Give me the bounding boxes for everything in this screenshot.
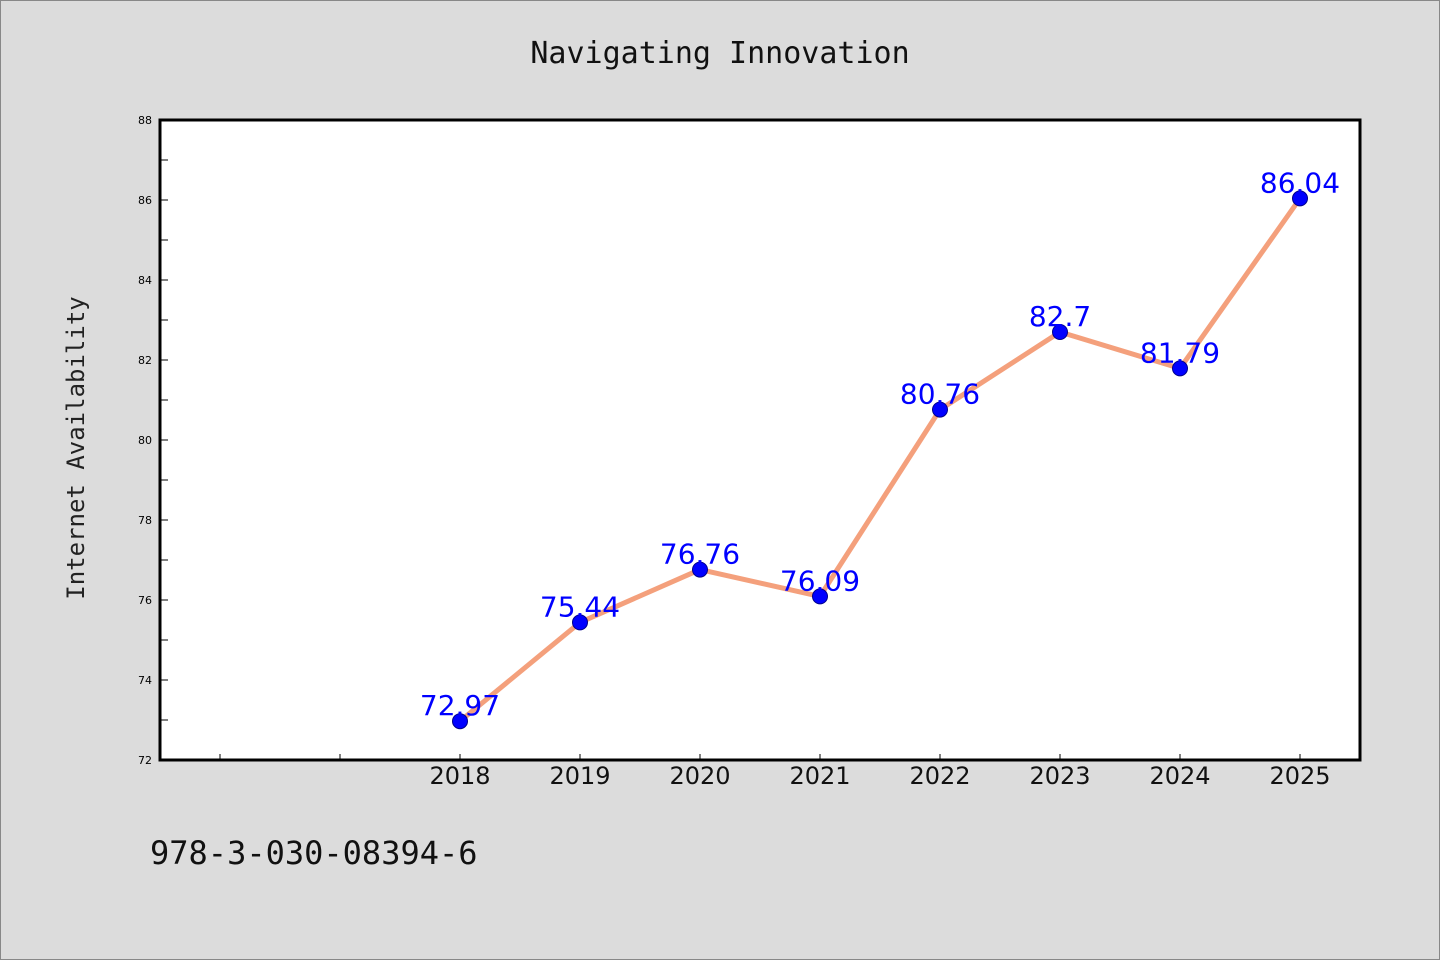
data-point	[572, 614, 588, 631]
y-axis-label: Internet Availability	[62, 296, 90, 599]
data-label: 80.76	[900, 378, 980, 411]
x-tick-label: 2018	[429, 762, 490, 790]
x-tick-label: 2020	[669, 762, 730, 790]
data-label: 81.79	[1140, 336, 1220, 369]
x-tick-label: 2023	[1029, 762, 1090, 790]
data-point	[692, 561, 708, 578]
isbn-text: 978-3-030-08394-6	[150, 834, 478, 872]
data-label: 72.97	[420, 689, 500, 722]
y-tick-label: 86	[138, 194, 152, 207]
data-label: 76.76	[660, 538, 740, 571]
x-tick-label: 2025	[1269, 762, 1330, 790]
data-series: 72.97 75.44 76.76 76.09 80.76 82.7 81.79 86.04	[420, 166, 1340, 730]
x-tick-label: 2024	[1149, 762, 1210, 790]
chart-title: Navigating Innovation	[530, 36, 909, 71]
data-label: 82.7	[1029, 300, 1091, 333]
series-line	[458, 196, 1303, 724]
x-tick-label: 2022	[909, 762, 970, 790]
y-tick-label: 72	[138, 754, 152, 767]
data-label: 86.04	[1260, 166, 1340, 199]
data-point	[932, 401, 948, 418]
x-tick-label: 2019	[549, 762, 610, 790]
data-label: 75.44	[540, 590, 620, 623]
plot-frame	[158, 118, 1362, 762]
y-tick-label: 82	[138, 354, 152, 367]
y-tick-label: 74	[138, 674, 152, 687]
y-tick-label: 84	[138, 274, 152, 287]
data-point	[812, 588, 828, 605]
y-tick-label: 80	[138, 434, 152, 447]
x-tick-label: 2021	[789, 762, 850, 790]
y-tick-label: 78	[138, 514, 152, 527]
data-point	[1172, 360, 1188, 377]
data-label: 76.09	[780, 564, 860, 597]
y-tick-label: 76	[138, 594, 152, 607]
data-point	[1292, 190, 1308, 207]
data-point	[1052, 324, 1068, 340]
plot-area	[160, 120, 1360, 760]
x-axis: 2018 2019 2020 2021 2022 2023 2024 2025	[219, 754, 1331, 790]
data-point	[452, 713, 468, 730]
y-tick-label: 88	[138, 114, 152, 127]
